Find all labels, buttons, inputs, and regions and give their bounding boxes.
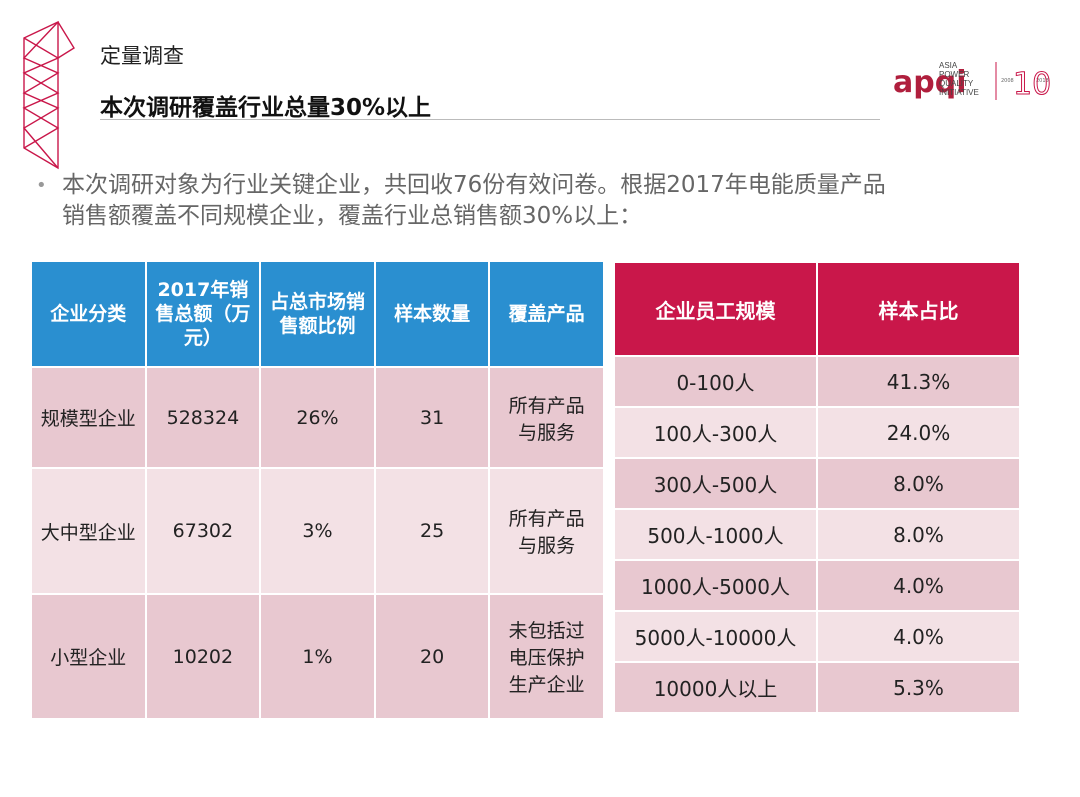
cell: 所有产品与服务 (488, 366, 605, 469)
cell: 300人-500人 (613, 457, 818, 510)
cell: 26% (259, 366, 376, 469)
header-cell: 样本占比 (816, 261, 1021, 357)
size-table: 企业员工规模 样本占比 0-100人 41.3% 100人-300人 24.0% 300人-… (613, 261, 1021, 714)
cell: 100人-300人 (613, 406, 818, 459)
cell: 规模型企业 (30, 366, 147, 469)
cell: 5.3% (816, 661, 1021, 714)
row: 大中型企业 67302 3% 25 所有产品与服务 (30, 467, 605, 595)
cell: 小型企业 (30, 593, 147, 720)
header-row: 企业分类 2017年销售总额（万元） 占总市场销售额比例 样本数量 覆盖产品 (30, 260, 605, 368)
cell: 5000人-10000人 (613, 610, 818, 663)
cell: 31 (373, 366, 491, 469)
divider (100, 119, 880, 120)
cell: 8.0% (816, 457, 1021, 510)
cell: 所有产品与服务 (488, 467, 605, 595)
cell: 4.0% (816, 559, 1021, 612)
bullet: • 本次调研对象为行业关键企业，共回收76份有效问卷。根据2017年电能质量产品… (36, 170, 886, 232)
header-cell: 样本数量 (373, 260, 491, 368)
cell: 500人-1000人 (613, 508, 818, 561)
header-row: 企业员工规模 样本占比 (613, 261, 1021, 357)
logo-text: POWER (939, 70, 969, 79)
cell: 10202 (144, 593, 262, 720)
row: 规模型企业 528324 26% 31 所有产品与服务 (30, 366, 605, 469)
logo-year: 2018 (1036, 78, 1049, 84)
header-cell: 覆盖产品 (488, 260, 605, 368)
cell: 10000人以上 (613, 661, 818, 714)
bullet-line: 销售额覆盖不同规模企业，覆盖行业总销售额30%以上： (62, 203, 643, 229)
cell: 1000人-5000人 (613, 559, 818, 612)
bullet-line: 本次调研对象为行业关键企业，共回收76份有效问卷。根据2017年电能质量产品 (62, 172, 886, 198)
cell: 528324 (144, 366, 262, 469)
row: 300人-500人 8.0% (613, 457, 1021, 510)
cell: 25 (373, 467, 491, 595)
sales-table: 企业分类 2017年销售总额（万元） 占总市场销售额比例 样本数量 覆盖产品 规模型企业 5… (30, 260, 605, 720)
cell: 41.3% (816, 355, 1021, 408)
cell: 4.0% (816, 610, 1021, 663)
logo-mark: apqi (893, 65, 966, 100)
logo-text: INITIATIVE (939, 88, 979, 97)
row: 1000人-5000人 4.0% (613, 559, 1021, 612)
logo-text: QUALITY (939, 79, 974, 88)
row: 小型企业 10202 1% 20 未包括过电压保护生产企业 (30, 593, 605, 720)
cell: 24.0% (816, 406, 1021, 459)
row: 0-100人 41.3% (613, 355, 1021, 408)
header-cell: 2017年销售总额（万元） (144, 260, 262, 368)
row: 5000人-10000人 4.0% (613, 610, 1021, 663)
logo-year: 2008 (1001, 78, 1014, 84)
header-cell: 企业员工规模 (613, 261, 818, 357)
cell: 1% (259, 593, 376, 720)
logo-text: ASIA (939, 61, 958, 70)
cell: 8.0% (816, 508, 1021, 561)
header-cell: 企业分类 (30, 260, 147, 368)
header-cell: 占总市场销售额比例 (259, 260, 376, 368)
cell: 未包括过电压保护生产企业 (488, 593, 605, 720)
row: 10000人以上 5.3% (613, 661, 1021, 714)
section-label: 定量调查 (100, 44, 184, 68)
cell: 67302 (144, 467, 262, 595)
decor-frame (22, 20, 75, 170)
cell: 大中型企业 (30, 467, 147, 595)
bullet-dot: • (36, 175, 47, 196)
row: 500人-1000人 8.0% (613, 508, 1021, 561)
cell: 20 (373, 593, 491, 720)
logo-decor: 10 (1013, 67, 1051, 102)
cell: 3% (259, 467, 376, 595)
row: 100人-300人 24.0% (613, 406, 1021, 459)
slide-title: 本次调研覆盖行业总量30%以上 (100, 95, 432, 121)
cell: 0-100人 (613, 355, 818, 408)
